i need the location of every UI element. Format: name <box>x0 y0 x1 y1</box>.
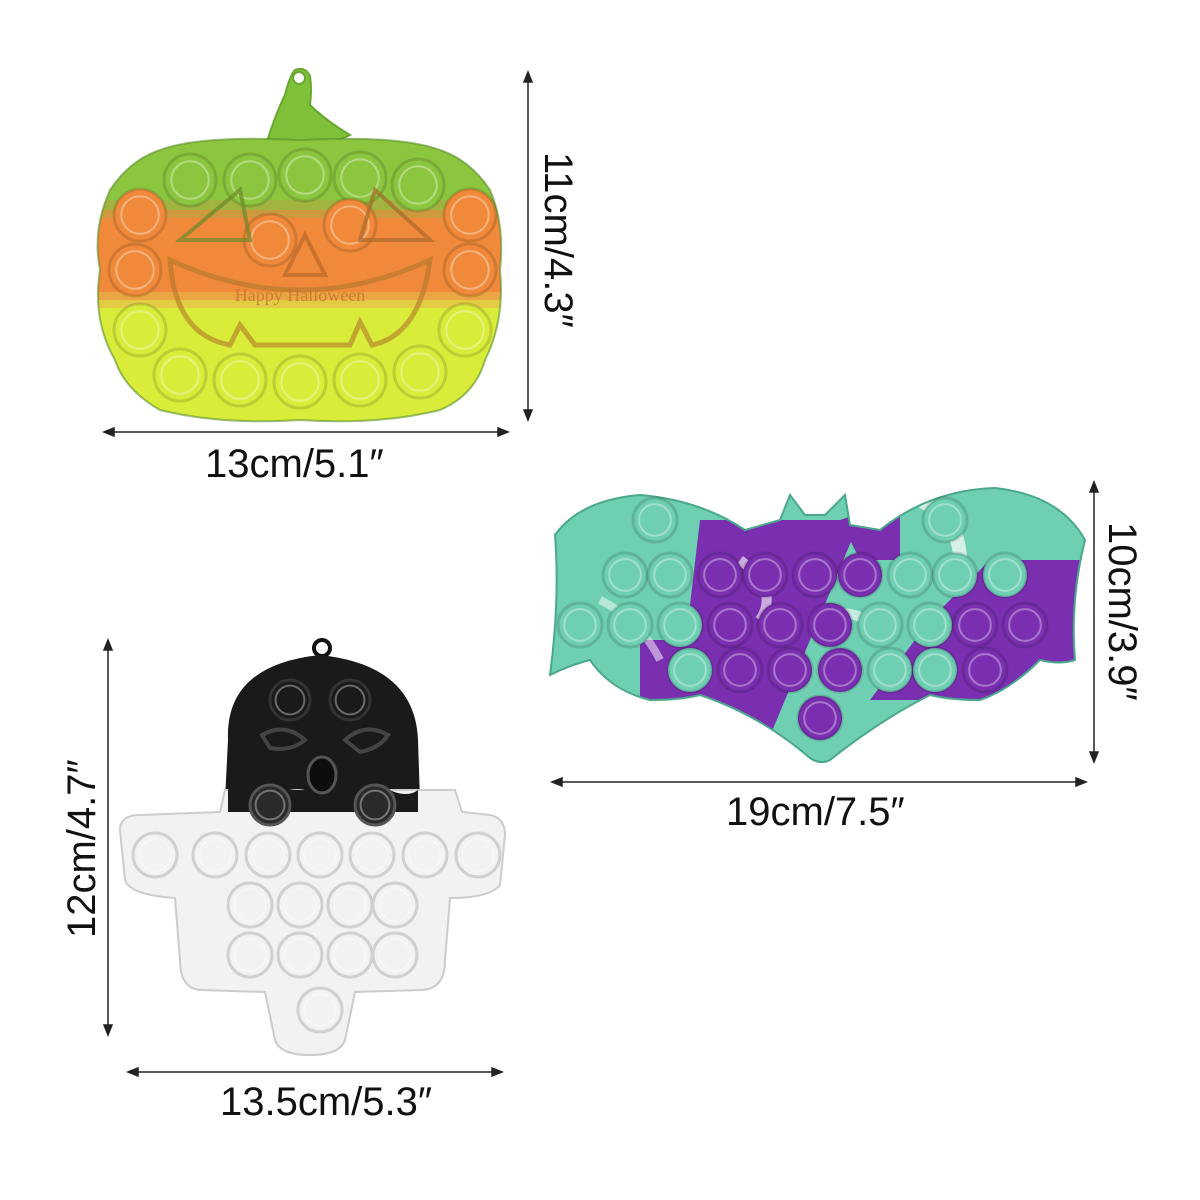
bat-height-label: 10cm/3.9″ <box>1102 522 1142 701</box>
bat-bubble <box>838 553 882 597</box>
bat-bubble <box>758 603 802 647</box>
ghost-bubble <box>373 883 417 927</box>
pumpkin-bubble <box>394 346 446 398</box>
ghost-bubble <box>456 833 500 877</box>
bat-bubble <box>808 603 852 647</box>
bat-width-label: 19cm/7.5″ <box>726 792 905 832</box>
bat-bubble <box>888 553 932 597</box>
ghost-width-label: 13.5cm/5.3″ <box>220 1082 432 1122</box>
pumpkin-bubble <box>392 159 444 211</box>
ghost-bubble <box>250 785 290 825</box>
bat-bubble <box>668 648 712 692</box>
ghost-bubble <box>328 883 372 927</box>
pumpkin-bubble <box>214 354 266 406</box>
bat-bubble <box>793 553 837 597</box>
bat-bubble <box>908 603 952 647</box>
ghost-bubble <box>228 933 272 977</box>
pumpkin-width-dimension <box>104 428 508 436</box>
pumpkin-popper: Happy Halloween <box>80 69 520 440</box>
bat-bubble <box>708 603 752 647</box>
bat-bubble <box>933 553 977 597</box>
pumpkin-bubble <box>164 154 216 206</box>
bat-bubble <box>923 498 967 542</box>
pumpkin-bubble <box>334 354 386 406</box>
pumpkin-bubble <box>114 304 166 356</box>
pumpkin-emboss-text: Happy Halloween <box>235 285 365 305</box>
bat-height-dimension <box>1090 482 1098 762</box>
bat-bubble <box>818 648 862 692</box>
bat-bubble <box>608 603 652 647</box>
bat-bubble <box>698 553 742 597</box>
ghost-popper <box>120 640 505 1055</box>
bat-bubble <box>658 603 702 647</box>
ghost-bubble <box>330 680 370 720</box>
bat-popper <box>540 480 1100 780</box>
pumpkin-bubble <box>279 149 331 201</box>
ghost-height-dimension <box>104 640 112 1035</box>
bat-bubble <box>743 553 787 597</box>
ghost-bubble <box>403 833 447 877</box>
ghost-bubble <box>298 988 342 1032</box>
ghost-bubble <box>298 833 342 877</box>
ghost-bubble <box>278 933 322 977</box>
ghost-bubble <box>228 883 272 927</box>
pumpkin-bubble <box>439 304 491 356</box>
bat-bubble <box>718 648 762 692</box>
ghost-bubble <box>270 680 310 720</box>
ghost-bubble <box>328 933 372 977</box>
ghost-bubble <box>193 833 237 877</box>
ghost-hang-loop <box>314 640 330 656</box>
bat-bubble <box>798 696 842 740</box>
bat-width-dimension <box>552 778 1086 786</box>
ghost-bubble <box>350 833 394 877</box>
pumpkin-bubble <box>444 189 496 241</box>
bat-bubble <box>1003 603 1047 647</box>
ghost-bubble <box>133 833 177 877</box>
bat-bubble <box>858 603 902 647</box>
pumpkin-bubble <box>274 356 326 408</box>
bat-bubble <box>953 603 997 647</box>
pumpkin-bubble <box>334 152 386 204</box>
bat-bubble <box>768 648 812 692</box>
bat-bubble <box>558 603 602 647</box>
bat-bubble <box>963 648 1007 692</box>
pumpkin-height-label: 11cm/4.3″ <box>538 152 578 328</box>
ghost-bubble <box>373 933 417 977</box>
pumpkin-stem <box>265 69 350 148</box>
ghost-bubble <box>355 785 395 825</box>
pumpkin-bubble <box>109 244 161 296</box>
bat-bubble <box>603 553 647 597</box>
bat-bubble <box>648 553 692 597</box>
pumpkin-width-label: 13cm/5.1″ <box>205 444 384 484</box>
ghost-height-label: 12cm/4.7″ <box>62 759 102 938</box>
pumpkin-bubble <box>114 189 166 241</box>
ghost-bubble <box>246 833 290 877</box>
ghost-mouth <box>308 757 336 793</box>
bat-bubble <box>913 648 957 692</box>
ghost-bubble <box>278 883 322 927</box>
bat-bubble <box>868 648 912 692</box>
bat-bubble <box>983 553 1027 597</box>
pumpkin-bubble <box>154 349 206 401</box>
pumpkin-hang-loop <box>293 72 305 84</box>
bat-bubble <box>633 498 677 542</box>
pumpkin-bubble <box>444 244 496 296</box>
ghost-width-dimension <box>128 1068 502 1076</box>
pumpkin-height-dimension <box>524 72 532 420</box>
